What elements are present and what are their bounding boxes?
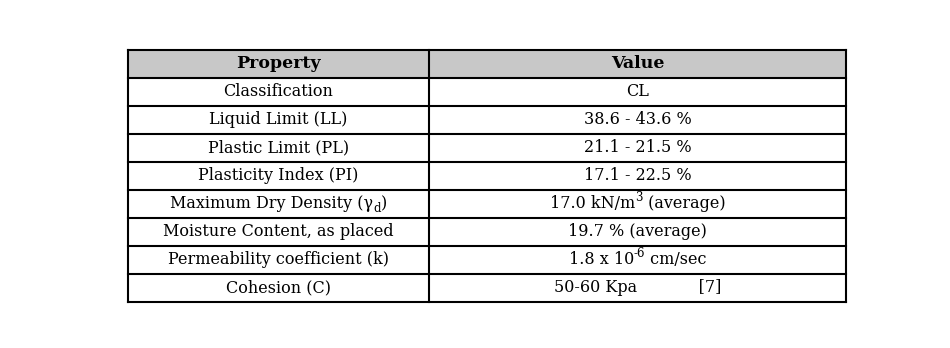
Text: cm/sec: cm/sec [645,251,707,268]
Text: d: d [373,202,381,215]
Text: Plasticity Index (PI): Plasticity Index (PI) [199,167,359,184]
Text: Permeability coefficient (k): Permeability coefficient (k) [168,251,389,268]
Text: 50-60 Kpa            [7]: 50-60 Kpa [7] [554,279,721,296]
Text: 38.6 - 43.6 %: 38.6 - 43.6 % [584,111,692,128]
Bar [127,50,429,78]
Text: Plastic Limit (PL): Plastic Limit (PL) [208,139,349,156]
Text: 3: 3 [636,191,643,204]
Text: Liquid Limit (LL): Liquid Limit (LL) [209,111,348,128]
Text: Maximum Dry Density (γ: Maximum Dry Density (γ [170,195,373,212]
Text: Value: Value [611,55,665,72]
Text: CL: CL [626,83,649,100]
Text: 19.7 % (average): 19.7 % (average) [568,223,707,240]
Bar [429,50,846,78]
Text: Moisture Content, as placed: Moisture Content, as placed [163,223,394,240]
Text: Property: Property [237,55,321,72]
Text: ): ) [381,195,387,212]
Text: Cohesion (C): Cohesion (C) [226,279,331,296]
Text: 17.1 - 22.5 %: 17.1 - 22.5 % [584,167,692,184]
Text: 21.1 - 21.5 %: 21.1 - 21.5 % [584,139,692,156]
Text: (average): (average) [643,195,726,212]
Text: Classification: Classification [223,83,333,100]
Text: -6: -6 [634,247,645,260]
Text: 17.0 kN/m: 17.0 kN/m [550,195,636,212]
Text: 1.8 x 10: 1.8 x 10 [569,251,634,268]
